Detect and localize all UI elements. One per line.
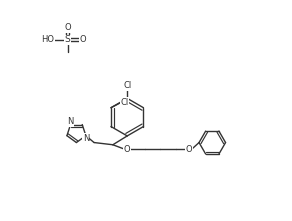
- Text: S: S: [65, 35, 70, 44]
- Text: Cl: Cl: [120, 98, 128, 107]
- Text: O: O: [80, 35, 86, 44]
- Text: O: O: [124, 145, 131, 154]
- Text: N: N: [67, 117, 74, 126]
- Text: N: N: [83, 134, 89, 143]
- Text: O: O: [64, 23, 71, 32]
- Text: Cl: Cl: [123, 81, 131, 90]
- Text: HO: HO: [41, 35, 54, 44]
- Text: O: O: [186, 145, 192, 154]
